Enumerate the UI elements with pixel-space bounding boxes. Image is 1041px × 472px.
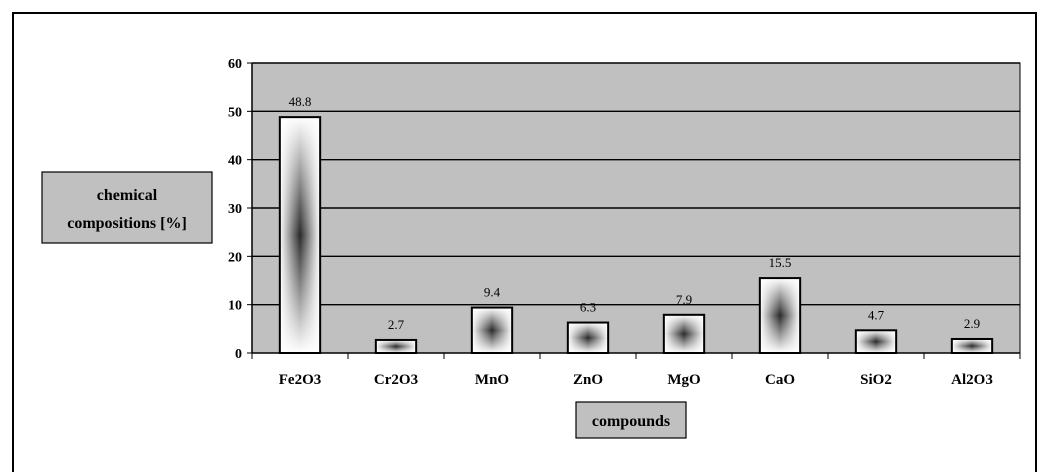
bar-SiO2 xyxy=(854,329,898,354)
x-axis-title-box: compounds xyxy=(575,401,687,439)
x-tick-label: Al2O3 xyxy=(951,372,993,388)
bar-highlight xyxy=(663,314,705,353)
bar-Cr2O3 xyxy=(374,338,418,355)
y-tick-label: 20 xyxy=(228,250,242,265)
data-label: 4.7 xyxy=(868,307,885,322)
data-label: 9.4 xyxy=(484,285,501,300)
y-axis-title-line1: chemical xyxy=(97,187,158,204)
x-tick-labels: Fe2O3 Cr2O3 MnO ZnO MgO CaO SiO2 Al2O3 xyxy=(279,372,993,388)
bar-highlight xyxy=(279,117,321,353)
bar-highlight xyxy=(855,330,897,353)
bar-highlight xyxy=(471,307,513,353)
chart-frame xyxy=(12,12,1037,472)
y-tick-label: 40 xyxy=(228,154,242,169)
bars xyxy=(278,116,994,355)
y-tick-labels: 0 10 20 30 40 50 60 xyxy=(228,57,252,362)
y-tick-label: 50 xyxy=(228,105,242,120)
gridlines xyxy=(252,62,1020,306)
data-label: 2.9 xyxy=(964,316,980,331)
data-label: 2.7 xyxy=(388,317,405,332)
x-axis-title: compounds xyxy=(592,413,670,430)
data-label: 48.8 xyxy=(289,94,312,109)
x-tick-label: CaO xyxy=(765,372,795,388)
bar-highlight xyxy=(951,338,993,353)
bar-MgO xyxy=(662,313,706,355)
x-tick-label: MnO xyxy=(475,372,509,388)
bar-ZnO xyxy=(566,321,610,354)
x-tick-label: Fe2O3 xyxy=(279,372,322,388)
bar-highlight xyxy=(375,339,417,353)
y-tick-label: 10 xyxy=(228,299,242,314)
y-tick-label: 30 xyxy=(228,202,242,217)
bar-Al2O3 xyxy=(950,337,994,355)
bar-highlight xyxy=(567,322,609,353)
bar-Fe2O3 xyxy=(278,116,322,354)
y-tick-label: 60 xyxy=(228,57,242,72)
data-labels: 48.8 2.7 9.4 6.3 7.9 15.5 4.7 2.9 xyxy=(289,94,981,332)
data-label: 6.3 xyxy=(580,300,596,315)
data-label: 15.5 xyxy=(769,255,792,270)
x-tick-label: Cr2O3 xyxy=(374,372,418,388)
y-tick-label: 0 xyxy=(235,347,242,362)
bar-MnO xyxy=(470,306,514,355)
x-tick-label: ZnO xyxy=(573,372,603,388)
x-tick-label: MgO xyxy=(667,372,700,388)
y-axis-title-line2: compositions [%] xyxy=(67,215,187,232)
y-axis-title-box: chemical compositions [%] xyxy=(41,171,213,244)
bar-CaO xyxy=(758,277,802,355)
data-label: 7.9 xyxy=(676,292,692,307)
x-tick-label: SiO2 xyxy=(860,372,892,388)
bar-highlight xyxy=(759,278,801,353)
